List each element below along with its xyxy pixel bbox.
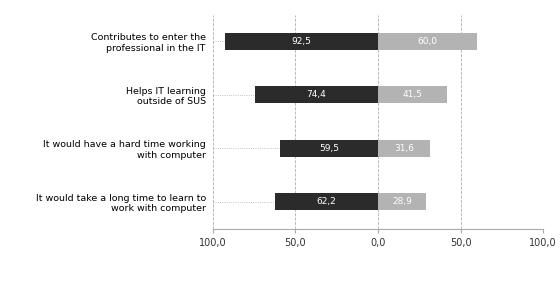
Text: 59,5: 59,5	[319, 144, 339, 153]
Bar	[378, 33, 477, 50]
Bar	[279, 140, 378, 157]
Text: 41,5: 41,5	[402, 90, 422, 99]
Text: 92,5: 92,5	[292, 37, 311, 46]
Text: 60,0: 60,0	[418, 37, 437, 46]
Bar	[276, 193, 378, 210]
Bar	[225, 33, 378, 50]
Text: 28,9: 28,9	[392, 197, 412, 206]
Text: 31,6: 31,6	[394, 144, 414, 153]
Text: 62,2: 62,2	[317, 197, 337, 206]
Text: 74,4: 74,4	[307, 90, 326, 99]
Bar	[255, 86, 378, 103]
Bar	[378, 193, 426, 210]
Bar	[378, 86, 446, 103]
Bar	[378, 140, 430, 157]
